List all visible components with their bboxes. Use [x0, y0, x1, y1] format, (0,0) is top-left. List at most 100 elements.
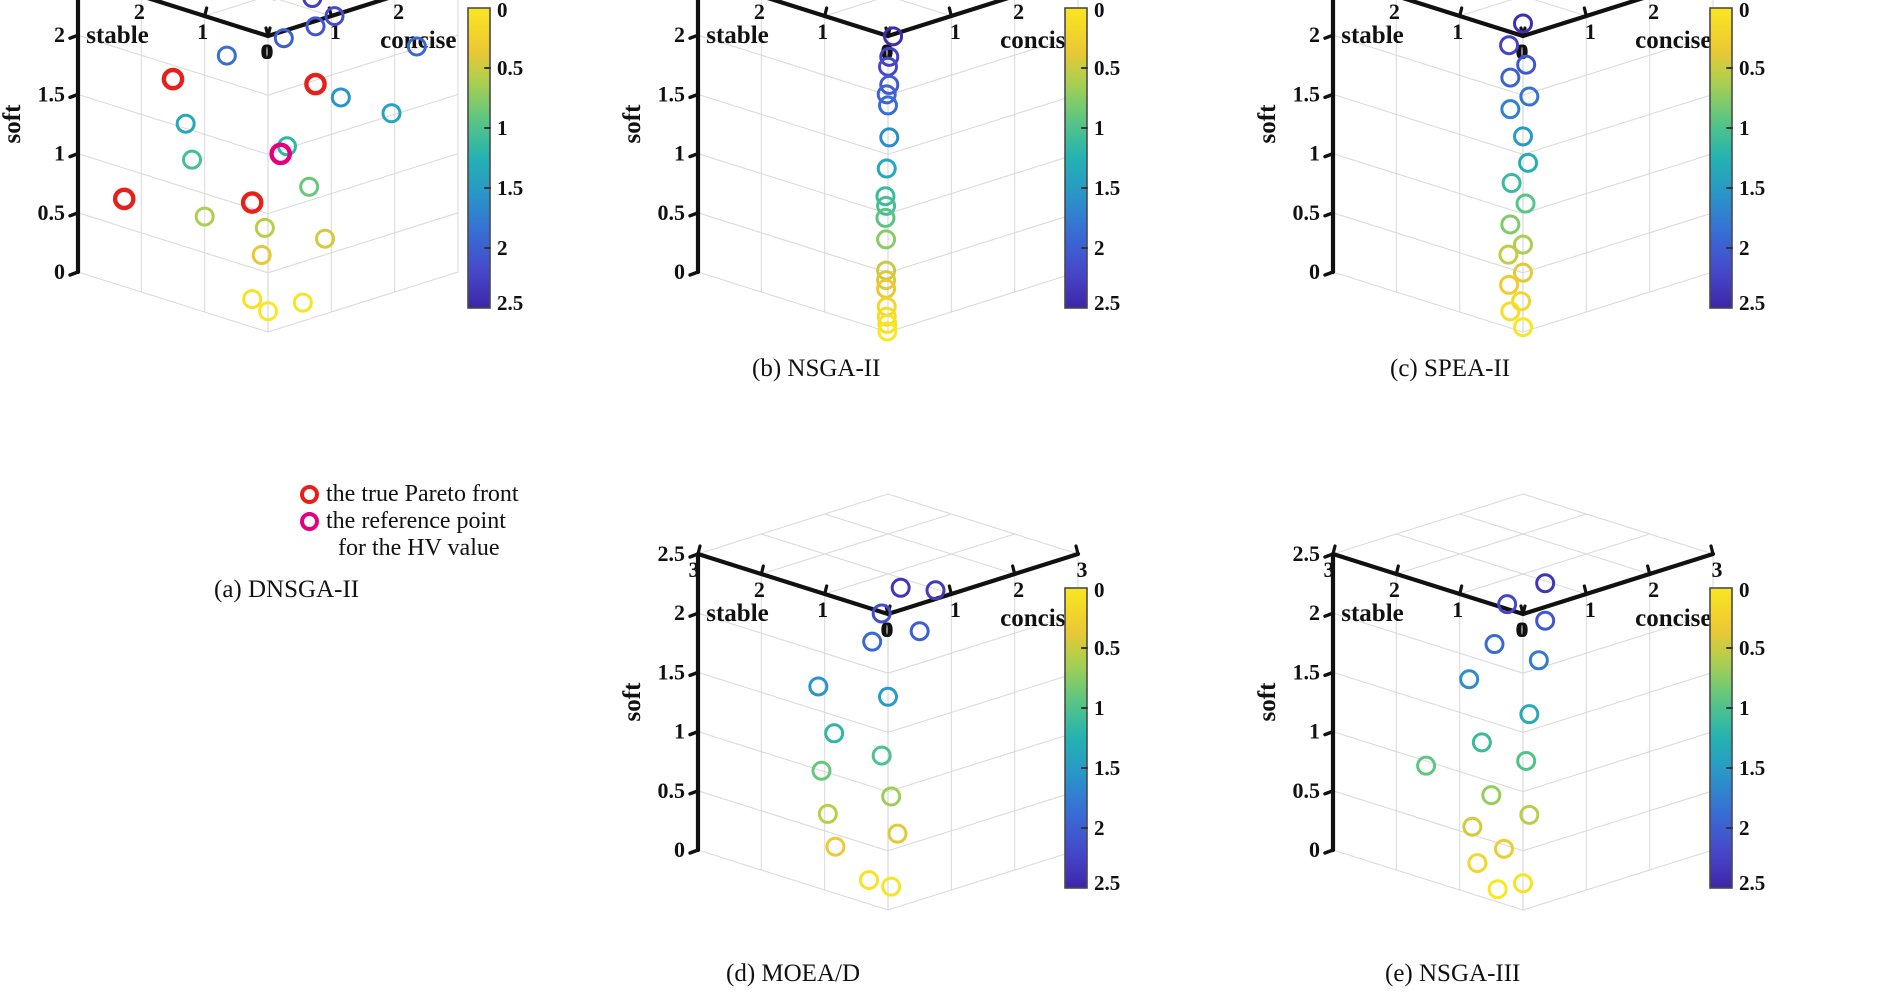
x-tick-0: 0: [881, 39, 892, 64]
data-point: [182, 149, 202, 170]
data-point: [825, 836, 846, 857]
colorbar-tick-1: 1: [497, 116, 508, 140]
x-tick-0: 0: [1516, 39, 1527, 64]
data-point: [1501, 172, 1522, 193]
data-point: [1516, 54, 1537, 75]
legend-label-true-pareto: the true Pareto front: [326, 481, 519, 507]
z-axis-label: soft: [619, 104, 646, 144]
data-point: [324, 6, 345, 27]
y-tick-2: 2: [393, 0, 404, 24]
colorbar-tick-0: 0: [1094, 578, 1105, 602]
data-points: [175, 0, 427, 322]
z-tick-1.5: 1.5: [1293, 659, 1321, 684]
y-tick-1: 1: [950, 597, 961, 622]
colorbar-tick-2: 2: [1094, 816, 1105, 840]
data-point: [1535, 573, 1556, 594]
z-tick-0: 0: [1309, 259, 1320, 284]
x-axis-label: stable: [86, 22, 149, 49]
data-point: [251, 245, 272, 266]
data-point: [875, 207, 896, 228]
data-point: [1500, 301, 1521, 322]
colorbar-tick-1.5: 1.5: [1739, 176, 1765, 200]
data-point: [242, 289, 263, 310]
z-tick-1.5: 1.5: [658, 81, 686, 106]
chart-svg-plot-a: 00.511.522.5soft3210stable0123concise00.…: [0, 0, 523, 333]
colorbar-tick-0.5: 0.5: [497, 56, 523, 80]
data-point: [876, 195, 897, 216]
z-axis-label: soft: [1254, 104, 1281, 144]
colorbar-tick-2: 2: [1739, 816, 1750, 840]
x-axis-ticks: 3 2 1 0 stable: [69, 0, 272, 64]
y-tick-3: 3: [457, 0, 468, 4]
colorbar-gradient: [1709, 7, 1733, 309]
x-axis-ticks: 3 2 1 0 stable: [689, 544, 892, 642]
axis-lines: [1330, 0, 1644, 275]
x-tick-2: 2: [1389, 0, 1400, 24]
z-tick-1: 1: [674, 141, 685, 166]
highlight-point-true-pareto: [161, 67, 185, 91]
x-axis-ticks: 3 2 1 0 stable: [1324, 544, 1527, 642]
colorbar-tick-0: 0: [1094, 0, 1105, 22]
legend-block: the true Pareto front the reference poin…: [300, 481, 519, 562]
y-tick-1: 1: [1585, 597, 1596, 622]
axis-lines: [695, 0, 1009, 275]
y-tick-0: 0: [263, 39, 274, 64]
data-point: [890, 577, 911, 598]
x-tick-0: 0: [881, 617, 892, 642]
data-point: [1494, 838, 1514, 859]
colorbar-tick-2.5: 2.5: [497, 291, 523, 315]
x-tick-2: 2: [754, 577, 765, 602]
data-point: [879, 46, 900, 67]
colorbar-tick-1: 1: [1094, 116, 1105, 140]
colorbar-tick-1: 1: [1739, 696, 1750, 720]
caption-a: (a) DNSGA-II: [214, 576, 360, 603]
x-tick-1: 1: [197, 19, 208, 44]
x-tick-1: 1: [817, 19, 828, 44]
panel-e-nsga-iii: 0 0.5 1 1.5 2 2.5 soft 3 2 1 0 stable 0 1 2 3 concise 0 0.…: [1254, 400, 1855, 960]
data-points: [875, 26, 904, 342]
colorbar-tick-2: 2: [497, 236, 508, 260]
x-axis-label: stable: [1341, 600, 1404, 627]
z-axis-label: soft: [1254, 682, 1281, 722]
data-point: [1471, 732, 1492, 753]
data-point: [1516, 750, 1537, 771]
y-tick-2: 2: [1013, 577, 1024, 602]
data-point: [1467, 853, 1488, 874]
panel-a-dnsga-ii: 00.511.522.5soft3210stable0123concise00.…: [0, 0, 600, 400]
data-point: [1519, 86, 1540, 107]
z-tick-0: 0: [674, 837, 685, 862]
caption-e: (e) NSGA-III: [1385, 960, 1521, 987]
colorbar-gradient: [1064, 7, 1088, 309]
data-points: [808, 577, 946, 897]
y-tick-2: 2: [1648, 577, 1659, 602]
x-tick-3: 3: [689, 557, 700, 582]
data-point: [876, 229, 897, 250]
data-points: [1416, 573, 1556, 900]
x-tick-3: 3: [1324, 557, 1335, 582]
colorbar-tick-2.5: 2.5: [1739, 291, 1765, 315]
panel-b-nsga-ii: 00.511.522.5soft3210stable0123concise00.…: [619, 0, 1220, 400]
z-tick-0.5: 0.5: [1293, 778, 1321, 803]
y-tick-3: 3: [1077, 557, 1088, 582]
data-point: [1511, 291, 1532, 312]
data-point: [817, 803, 838, 824]
data-point: [876, 270, 897, 291]
data-point: [330, 87, 351, 108]
data-point: [1499, 274, 1520, 295]
data-point: [879, 74, 900, 95]
z-tick-2: 2: [1309, 600, 1320, 625]
y-tick-1: 1: [330, 19, 341, 44]
data-point: [883, 26, 904, 47]
data-point: [1513, 234, 1533, 255]
colorbar: 0 0.5 1 1.5 2 2.5: [467, 0, 523, 315]
data-point: [315, 228, 335, 249]
x-tick-2: 2: [754, 0, 765, 24]
data-point: [925, 580, 946, 601]
legend-item-reference-point: the reference point: [300, 508, 519, 535]
plot-a-3d-scatter: 00.511.522.5soft3210stable0123concise00.…: [0, 0, 600, 400]
